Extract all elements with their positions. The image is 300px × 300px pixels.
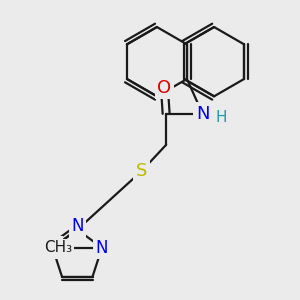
Text: N: N	[96, 238, 108, 256]
Text: CH₃: CH₃	[44, 240, 73, 255]
Text: S: S	[136, 162, 148, 180]
Text: N: N	[196, 105, 209, 123]
Text: N: N	[48, 238, 61, 256]
Text: H: H	[216, 110, 227, 125]
Text: N: N	[71, 217, 83, 235]
Text: O: O	[157, 79, 172, 97]
